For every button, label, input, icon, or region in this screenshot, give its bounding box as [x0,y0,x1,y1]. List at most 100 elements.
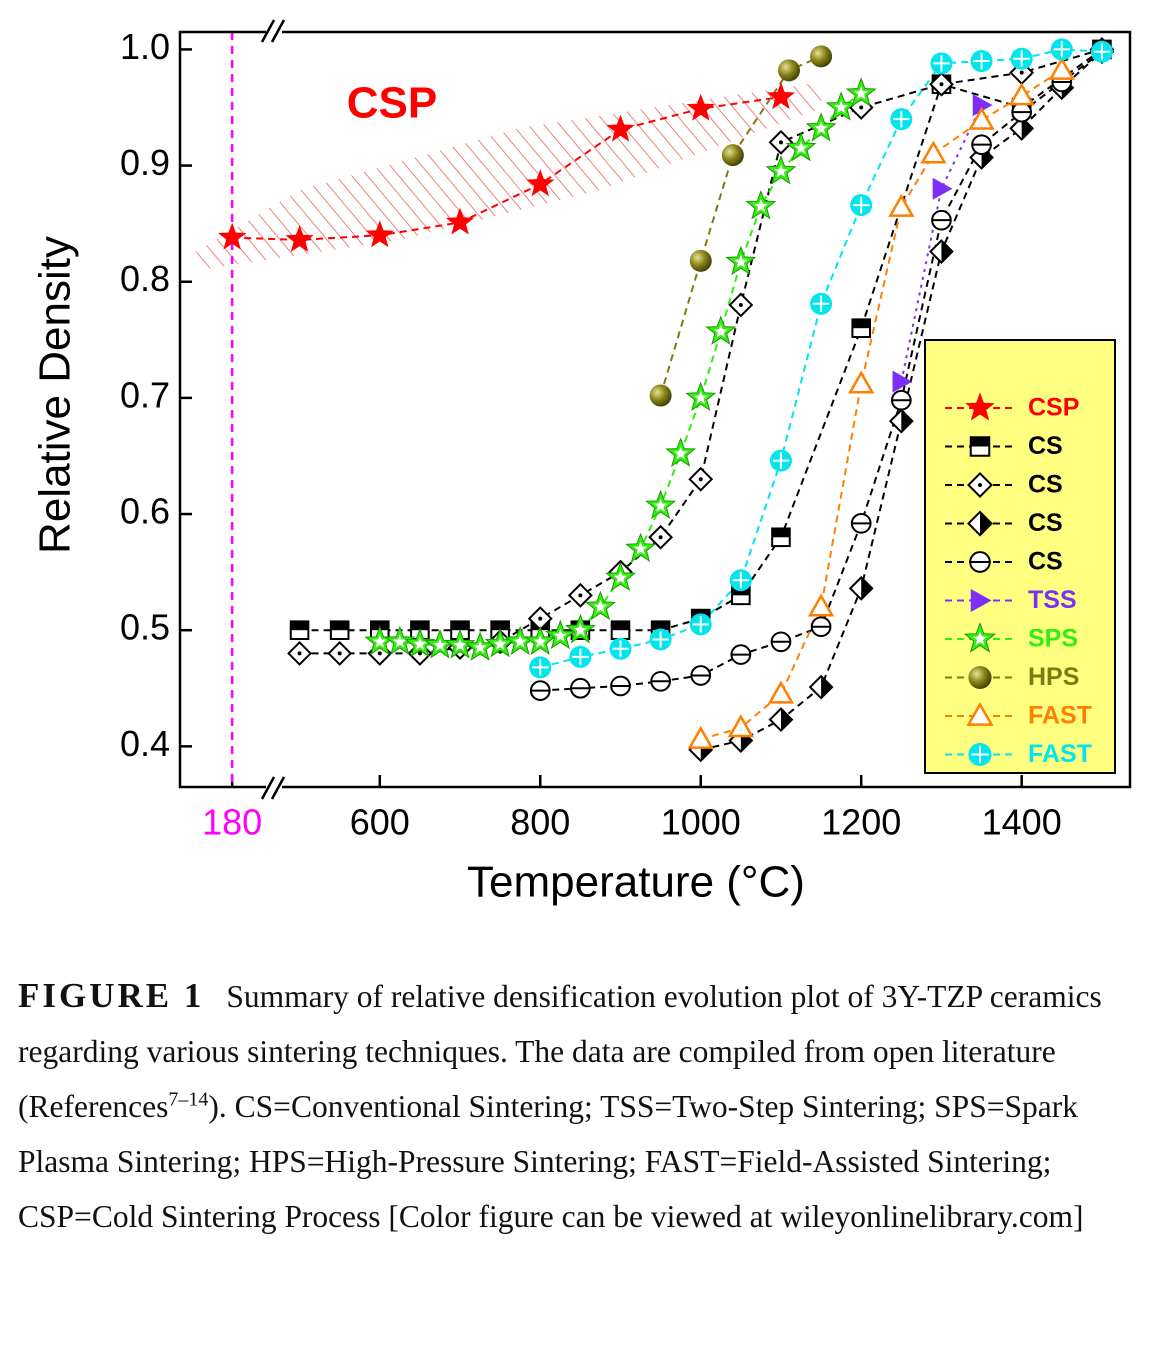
marker-part [611,621,630,631]
marker-part [373,634,387,648]
data-point [970,50,993,73]
marker-part [738,302,743,307]
marker-part [1048,56,1075,80]
data-point [526,169,555,197]
data-point [650,670,671,692]
marker-part [573,623,588,636]
series-line [540,48,1102,669]
marker-part [972,94,993,117]
annotation: CSP [347,79,437,128]
data-point [888,408,914,434]
legend-label: CS [1028,548,1063,576]
data-point [609,637,632,660]
data-point [890,389,912,411]
marker-part [445,207,475,235]
series-line [700,51,1103,751]
data-point [665,437,697,467]
marker-part [971,745,989,764]
marker-part [834,100,848,114]
data-point [444,628,476,659]
marker-part [888,193,915,217]
data-point [770,631,792,653]
legend-marker [967,472,993,498]
plot-frame [178,30,1132,789]
data-point [649,628,672,651]
marker-part [933,55,950,72]
data-point [931,209,952,231]
data-point [529,656,552,679]
marker-part [538,616,543,621]
marker-part [658,535,663,540]
data-point [810,45,833,68]
data-point [365,220,394,248]
marker-part [433,638,447,652]
marker-part [1013,50,1030,67]
data-point [689,613,712,636]
data-point [721,144,744,167]
data-point [971,134,992,156]
marker-part [973,52,990,70]
data-point [968,106,995,130]
x-tick-label: 1200 [821,802,901,843]
marker-part [689,249,712,272]
marker-part [972,631,988,646]
data-point [888,193,915,217]
marker-part [734,254,748,268]
legend-marker [969,551,991,573]
marker-part [285,225,314,252]
marker-part [411,621,429,631]
marker-part [578,593,583,598]
marker-part [970,588,992,613]
data-point [685,381,717,412]
series-line [299,48,1103,632]
data-point [920,140,947,164]
marker-part [451,621,469,631]
data-point [771,527,791,548]
data-point [769,449,792,472]
x-tick-label: 1400 [982,802,1062,843]
data-point [777,59,800,82]
data-point [810,616,832,638]
marker-part [612,640,629,658]
data-point [1090,40,1113,63]
marker-part [766,82,796,110]
data-point [570,677,591,699]
marker-part [978,483,982,487]
marker-part [218,222,247,250]
marker-part [553,628,568,642]
legend-label: SPS [1028,625,1078,653]
y-tick-label: 0.7 [120,374,170,415]
marker-part [966,701,994,726]
y-tick-label: 0.5 [120,607,170,648]
data-point [766,82,796,110]
x-tick-label: 1000 [661,802,741,843]
marker-part [754,199,768,212]
series-line [700,69,1063,741]
marker-part [453,638,467,652]
data-point [605,561,636,592]
data-point [327,641,353,666]
data-point [768,129,794,155]
x-tick-label: 180 [202,802,262,843]
marker-part [774,164,788,178]
data-point [845,77,877,107]
legend-label: FAST [1028,702,1092,730]
data-point [725,245,757,276]
marker-part [698,477,703,482]
marker-part [861,577,873,600]
data-point [1011,101,1033,123]
data-point [625,532,657,563]
data-point [689,249,712,272]
marker-part [892,370,913,393]
marker-part [633,541,648,555]
marker-part [772,452,790,469]
marker-part [533,634,548,648]
marker-part [721,144,744,167]
legend-marker [970,588,992,613]
data-point [1010,47,1033,70]
data-point [544,619,576,650]
caption: FIGURE 1 Summary of relative densificatio… [18,968,1153,1244]
data-point [767,680,795,704]
legend-marker [965,392,995,421]
legend-label: CS [1028,509,1063,537]
